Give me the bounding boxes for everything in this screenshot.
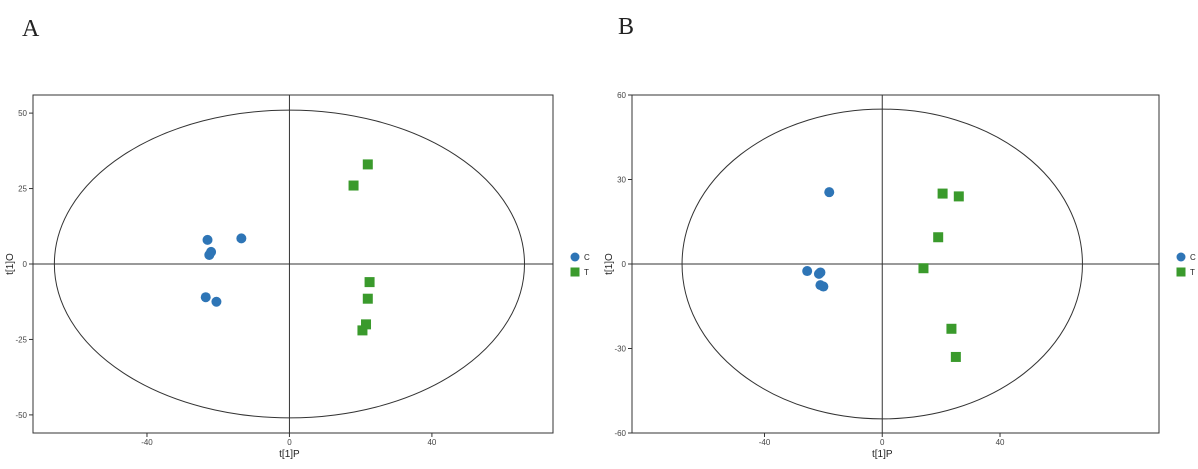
data-point-t	[950, 351, 961, 362]
y-tick-label: 60	[617, 91, 626, 100]
legend-label-t: T	[584, 268, 589, 277]
data-point-c	[202, 234, 213, 245]
x-tick-label: -40	[141, 438, 153, 447]
legend-key-c	[1176, 252, 1186, 262]
data-point-t	[362, 293, 373, 304]
y-tick-label: -50	[15, 411, 27, 420]
y-tick-label: 25	[18, 185, 27, 194]
confidence-ellipse	[681, 108, 1083, 420]
data-point-t	[918, 263, 929, 274]
x-tick-label: -40	[759, 438, 771, 447]
legend-key-t	[570, 267, 580, 277]
data-point-t	[362, 159, 373, 170]
score-plot-b: -40 0 40 -60 -30 0 30 60 t[1]P t[1]O CT	[604, 91, 1196, 460]
x-axis-label: t[1]P	[872, 449, 893, 460]
data-point-t	[364, 277, 375, 288]
x-tick-label: 40	[427, 438, 436, 447]
data-point-t	[361, 319, 372, 330]
legend-key-t	[1176, 267, 1186, 277]
x-tick-label: 0	[287, 438, 292, 447]
panel-label-b: B	[618, 14, 635, 40]
y-axis-label: t[1]O	[5, 253, 16, 275]
y-tick-label: -25	[15, 335, 27, 344]
confidence-ellipse	[53, 109, 526, 419]
data-point-c	[824, 187, 835, 198]
data-point-t	[933, 232, 944, 243]
data-point-t	[946, 323, 957, 334]
panel-label-a: A	[22, 16, 40, 42]
data-point-c	[815, 267, 826, 278]
data-point-c	[818, 281, 829, 292]
data-point-c	[200, 292, 211, 303]
y-axis-label: t[1]O	[604, 253, 615, 275]
y-tick-label: 30	[617, 176, 626, 185]
x-axis-label: t[1]P	[279, 449, 300, 460]
data-point-c	[236, 233, 247, 244]
data-point-t	[357, 325, 368, 336]
legend-label-t: T	[1190, 268, 1195, 277]
x-tick-label: 40	[996, 438, 1005, 447]
y-tick-label: -30	[614, 345, 626, 354]
data-point-t	[937, 188, 948, 199]
x-tick-label: 0	[880, 438, 885, 447]
data-point-c	[802, 266, 813, 277]
legend-key-c	[570, 252, 580, 262]
y-tick-label: 0	[622, 260, 627, 269]
data-point-c	[204, 249, 215, 260]
score-plot-a: -40 0 40 -50 -25 0 25 50 t[1]P t[1]O CT	[5, 94, 590, 460]
data-point-t	[953, 191, 964, 202]
y-tick-label: 50	[18, 109, 27, 118]
legend-label-c: C	[584, 253, 590, 262]
y-tick-label: -60	[614, 429, 626, 438]
legend-label-c: C	[1190, 253, 1196, 262]
data-point-t	[348, 180, 359, 191]
data-point-c	[211, 296, 222, 307]
y-tick-label: 0	[23, 260, 28, 269]
